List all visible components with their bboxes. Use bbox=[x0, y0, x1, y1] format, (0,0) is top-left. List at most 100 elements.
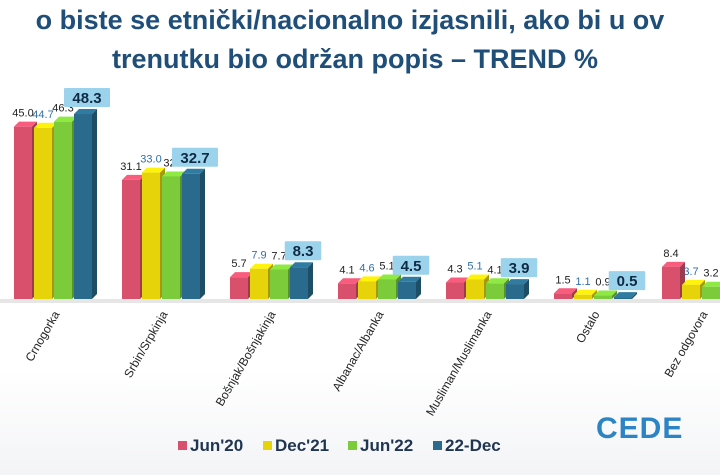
bar bbox=[614, 292, 637, 299]
bar-top bbox=[270, 264, 293, 270]
data-label: 5.1 bbox=[379, 260, 394, 272]
legend-swatch bbox=[178, 441, 187, 450]
data-label-box bbox=[500, 258, 538, 278]
data-label: 33.0 bbox=[140, 154, 161, 166]
bar-top bbox=[398, 276, 421, 282]
bar-top bbox=[358, 276, 381, 282]
bar bbox=[122, 174, 145, 299]
bar-side bbox=[524, 279, 529, 299]
legend-label: Jun'22 bbox=[360, 436, 413, 455]
bar-front bbox=[358, 281, 376, 299]
bar-front bbox=[182, 173, 200, 299]
data-label-box bbox=[284, 241, 322, 261]
bar bbox=[486, 278, 509, 299]
bar-top bbox=[702, 281, 720, 287]
bar-side bbox=[592, 289, 597, 299]
category-label: Bez odgovora bbox=[661, 308, 710, 379]
bar-side bbox=[200, 168, 205, 299]
bar-side bbox=[308, 262, 313, 299]
category-label: Albanac/Albanka bbox=[329, 308, 386, 393]
bar-top bbox=[290, 262, 313, 268]
bar-top bbox=[14, 121, 37, 127]
legend-swatch bbox=[348, 441, 357, 450]
data-label: 7.7 bbox=[271, 251, 286, 263]
bar-front bbox=[230, 277, 248, 299]
bar-top bbox=[466, 274, 489, 280]
bar bbox=[338, 278, 361, 299]
data-label: 4.1 bbox=[487, 264, 502, 276]
chart-title-line-2: trenutku bio održan popis – TREND % bbox=[111, 44, 598, 74]
bar-top bbox=[54, 116, 77, 122]
category-label: Ostalo bbox=[573, 308, 603, 345]
legend-label: 22-Dec bbox=[445, 436, 501, 455]
bar-front bbox=[682, 284, 700, 299]
data-label-box bbox=[608, 271, 646, 291]
bar bbox=[554, 288, 577, 299]
bar-front bbox=[74, 114, 92, 299]
legend: Jun'20 Dec'21 Jun'22 22-Dec bbox=[178, 436, 501, 455]
bar-front bbox=[162, 176, 180, 299]
bar-front bbox=[486, 283, 504, 299]
bar-top bbox=[338, 278, 361, 284]
bar-top bbox=[486, 278, 509, 284]
bar bbox=[34, 122, 57, 299]
bar bbox=[662, 261, 685, 299]
data-label: 4.6 bbox=[359, 262, 374, 274]
data-label: 1.5 bbox=[555, 274, 570, 286]
bar-top bbox=[122, 174, 145, 180]
bar-top bbox=[574, 289, 597, 295]
bar bbox=[378, 274, 401, 299]
data-label: 3.2 bbox=[703, 268, 718, 280]
bar bbox=[506, 279, 529, 299]
bar-top bbox=[230, 272, 253, 278]
bar-top bbox=[662, 261, 685, 267]
bar bbox=[466, 274, 489, 299]
bar-top bbox=[34, 122, 57, 128]
category-label: Musliman/Muslimanka bbox=[423, 308, 495, 418]
bar-front bbox=[702, 286, 720, 299]
bar-top bbox=[614, 292, 637, 298]
bar bbox=[398, 276, 421, 299]
data-label: 32.7 bbox=[180, 150, 209, 167]
bar-top bbox=[378, 274, 401, 280]
chart-title-line-1: o biste se etnički/nacionalno izjasnili,… bbox=[35, 5, 665, 35]
bar-top bbox=[182, 168, 205, 174]
bar-top bbox=[506, 279, 529, 285]
bar-front bbox=[466, 279, 484, 299]
bar-front bbox=[290, 267, 308, 299]
bar-side bbox=[632, 292, 637, 299]
bar bbox=[230, 272, 253, 299]
bar-top bbox=[594, 290, 617, 296]
bar-top bbox=[554, 288, 577, 294]
bar bbox=[594, 290, 617, 299]
bar bbox=[446, 277, 469, 299]
data-label: 5.1 bbox=[467, 260, 482, 272]
bar-front bbox=[506, 284, 524, 299]
bar-front bbox=[270, 269, 288, 299]
bar bbox=[142, 167, 165, 299]
bar-front bbox=[662, 266, 680, 299]
bar-front bbox=[122, 179, 140, 299]
category-label: Bošnjak/Bošnjakinja bbox=[213, 308, 279, 408]
bar-front bbox=[378, 279, 396, 299]
legend-label: Dec'21 bbox=[275, 436, 329, 455]
bar-top bbox=[446, 277, 469, 283]
data-label: 3.7 bbox=[683, 266, 698, 278]
bar-front bbox=[14, 126, 32, 300]
bar-front bbox=[142, 172, 160, 299]
bar-top bbox=[74, 109, 97, 115]
bar bbox=[702, 281, 720, 299]
data-label: 45.0 bbox=[12, 108, 33, 120]
bar bbox=[270, 264, 293, 299]
category-labels: Crnogorka Srbin/Srpkinja Bošnjak/Bošnjakin… bbox=[22, 308, 710, 418]
bar-front bbox=[338, 283, 356, 299]
bar bbox=[250, 263, 273, 299]
bar bbox=[74, 109, 97, 299]
bar-top bbox=[142, 167, 165, 173]
bar-front bbox=[398, 281, 416, 299]
bar bbox=[182, 168, 205, 299]
data-label: 0.9 bbox=[595, 277, 610, 289]
data-label: 48.3 bbox=[72, 90, 101, 107]
